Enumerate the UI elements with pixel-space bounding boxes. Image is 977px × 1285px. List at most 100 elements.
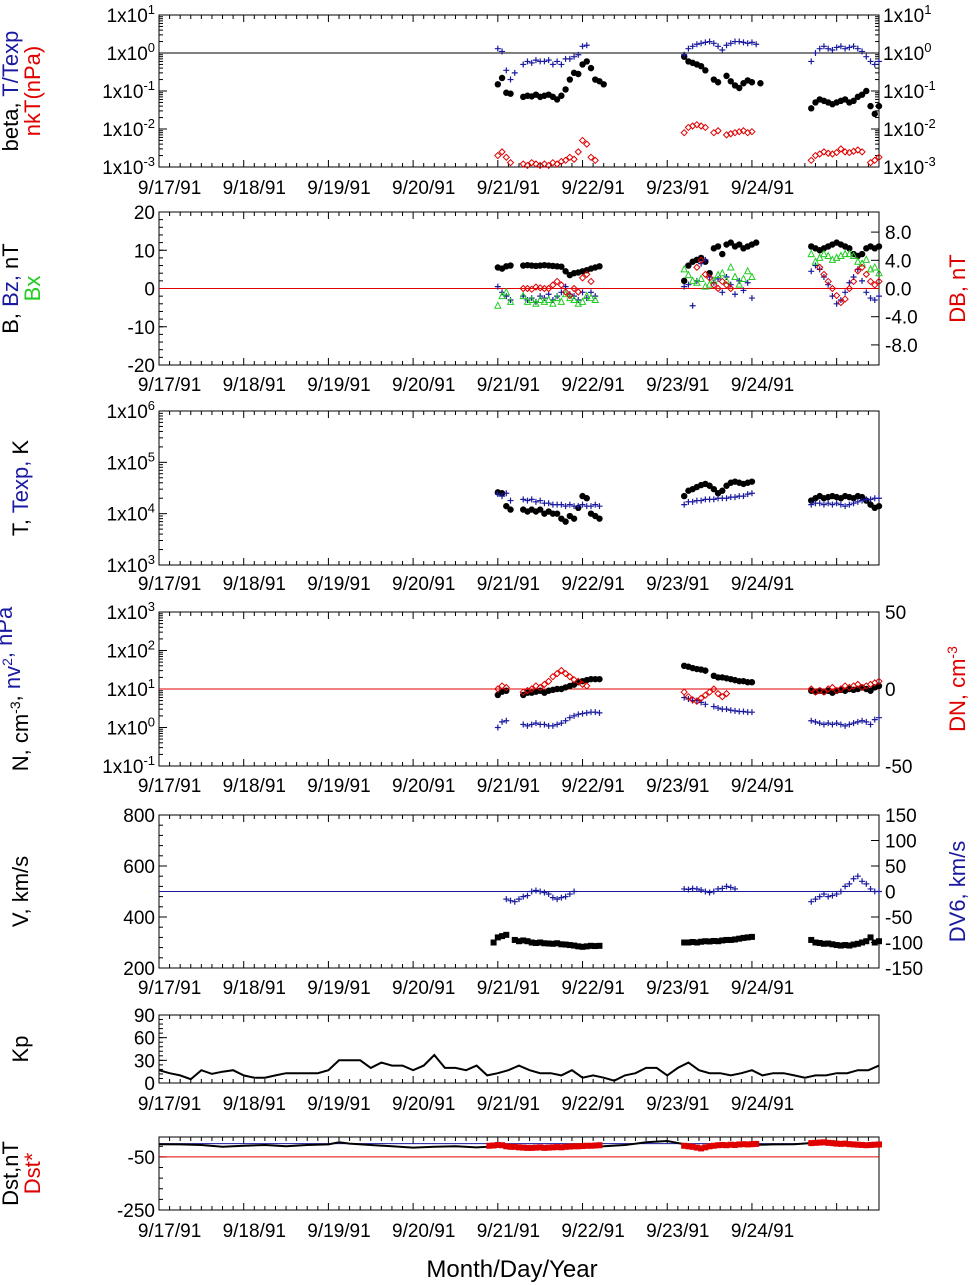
data-point (723, 936, 730, 943)
date-tick-label: 9/17/91 (138, 574, 201, 595)
data-point (554, 940, 561, 947)
data-point (685, 1143, 692, 1150)
y2-tick-label: 4.0 (885, 251, 911, 272)
data-point (876, 938, 882, 945)
y2-tick-label: 50 (885, 603, 906, 624)
y-tick-label: -250 (117, 1201, 155, 1222)
data-point (719, 289, 726, 296)
data-point (544, 677, 553, 686)
y2-tick-label: 50 (885, 857, 906, 878)
data-point (536, 683, 544, 692)
data-point (748, 478, 756, 485)
data-point (867, 885, 874, 892)
data-point (494, 283, 501, 290)
data-point (846, 721, 853, 728)
data-point (578, 680, 587, 689)
data-point (846, 245, 853, 252)
data-point (714, 689, 722, 698)
data-point (842, 289, 849, 296)
y-tick-label: -10 (128, 318, 155, 339)
y-axis-label-part: K (8, 440, 33, 455)
data-point (710, 888, 717, 895)
data-point (503, 490, 510, 497)
data-point (811, 257, 820, 265)
data-point (571, 942, 578, 949)
data-point (549, 281, 557, 289)
data-point (516, 896, 522, 903)
data-point (825, 893, 832, 900)
data-point (702, 938, 709, 945)
data-point (557, 666, 566, 675)
y-tick-label: 1x100 (107, 40, 155, 65)
date-tick-label: 9/20/91 (392, 178, 455, 199)
data-point (524, 938, 531, 945)
data-point (558, 61, 565, 68)
data-point (578, 274, 587, 282)
data-point (744, 491, 751, 498)
y2-tick-label: 1x10-3 (883, 154, 936, 179)
data-point (715, 705, 722, 712)
data-point (740, 934, 747, 941)
data-point (757, 80, 764, 87)
data-point (680, 264, 688, 273)
y2-tick-label: -50 (885, 908, 912, 929)
data-point (588, 942, 594, 949)
data-point (536, 284, 544, 292)
y-axis-label-part: B, (0, 307, 23, 334)
data-point (494, 934, 501, 941)
data-point (578, 136, 587, 145)
data-point (854, 146, 862, 154)
y-axis-label-part: Bx (20, 276, 45, 302)
data-point (858, 493, 866, 501)
data-point (842, 1140, 849, 1147)
data-point (541, 1144, 548, 1151)
panel-density: 9/17/91 9/18/91 9/19/91 9/20/91 9/21/91 9/22/… (0, 599, 970, 797)
data-point (528, 888, 535, 895)
data-point (558, 941, 565, 948)
plot-frame (158, 14, 880, 168)
data-point (574, 288, 583, 296)
data-point (710, 703, 717, 710)
data-point (727, 284, 735, 293)
data-point (732, 885, 738, 892)
data-point (566, 55, 573, 62)
y-tick-label: 1x100 (107, 715, 155, 740)
data-point (537, 1144, 544, 1151)
data-point (566, 291, 574, 300)
y-tick-label: 200 (123, 959, 155, 980)
data-point (748, 1141, 755, 1148)
data-point (863, 87, 870, 95)
data-point (871, 1141, 878, 1148)
data-point (545, 940, 552, 947)
y-tick-label: 400 (123, 908, 155, 929)
data-point (875, 102, 883, 110)
data-point (562, 941, 569, 948)
data-point (549, 61, 556, 68)
data-point (854, 267, 862, 275)
data-point (579, 943, 586, 950)
data-point (723, 706, 730, 713)
data-point (596, 942, 603, 949)
data-point (816, 893, 823, 900)
data-point (520, 893, 527, 900)
data-point (680, 128, 688, 137)
data-point (829, 1140, 836, 1147)
y-axis-label-part: Texp, (8, 455, 33, 514)
data-point (507, 497, 514, 504)
data-point (841, 682, 849, 690)
data-point (731, 128, 739, 137)
data-point (824, 149, 832, 157)
data-point (862, 255, 871, 263)
data-point (588, 503, 594, 510)
data-point (710, 485, 718, 493)
data-point (807, 156, 815, 165)
data-point (698, 1145, 705, 1152)
data-point (875, 682, 883, 690)
data-point (715, 43, 722, 50)
data-point (816, 45, 823, 52)
data-point (685, 45, 692, 52)
data-point (506, 158, 515, 167)
data-point (494, 724, 501, 731)
data-point (587, 293, 595, 302)
data-point (867, 1141, 874, 1148)
